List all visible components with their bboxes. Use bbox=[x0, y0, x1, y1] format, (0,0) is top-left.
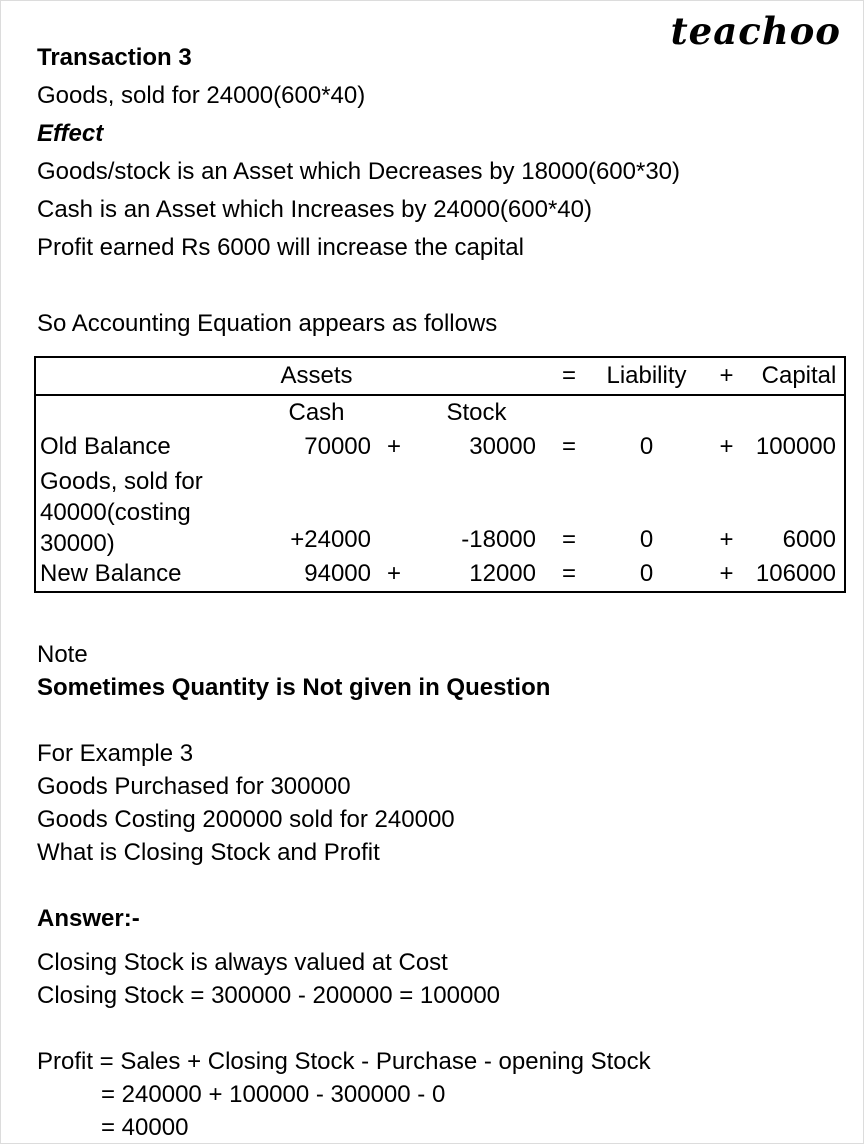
table-cell-liability: 0 bbox=[639, 560, 654, 587]
transaction-section: Transaction 3 Goods, sold for 24000(600*… bbox=[1, 1, 863, 343]
example-line-3: What is Closing Stock and Profit bbox=[37, 839, 380, 866]
label-line: 30000) bbox=[40, 530, 115, 557]
profit-formula: Profit = Sales + Closing Stock - Purchas… bbox=[37, 1048, 651, 1075]
table-cell-equals: = bbox=[561, 433, 576, 460]
table-cell-liability: 0 bbox=[639, 433, 654, 460]
spacer bbox=[37, 267, 863, 305]
table-cell-empty bbox=[36, 396, 254, 430]
note-heading: Sometimes Quantity is Not given in Quest… bbox=[37, 674, 551, 701]
table-cell-plus: + bbox=[719, 433, 734, 460]
table-cell-plus: + bbox=[719, 560, 734, 587]
table-cell-capital: 6000 bbox=[782, 526, 836, 553]
transaction-subtitle: Goods, sold for 24000(600*40) bbox=[37, 82, 366, 109]
answer-line-1: Closing Stock is always valued at Cost bbox=[37, 949, 448, 976]
table-cell-empty bbox=[754, 396, 844, 430]
table-header-plus: + bbox=[699, 358, 754, 396]
label-line: Goods, sold for bbox=[40, 468, 203, 495]
table-cell-plus: + bbox=[386, 433, 401, 460]
table-cell-empty bbox=[379, 396, 409, 430]
teachoo-logo: teachoo bbox=[670, 9, 841, 53]
note-label: Note bbox=[37, 641, 88, 668]
example-title: For Example 3 bbox=[37, 740, 194, 767]
table-cell-plus: + bbox=[386, 560, 401, 587]
table-header-empty bbox=[379, 358, 409, 396]
table-cell-stock: -18000 bbox=[461, 526, 536, 553]
table-header-capital: Capital bbox=[754, 358, 844, 396]
note-section: Note Sometimes Quantity is Not given in … bbox=[1, 638, 863, 1143]
table-cell-empty bbox=[594, 396, 699, 430]
label-line: 40000(costing bbox=[40, 499, 191, 526]
table-cell-equals: = bbox=[561, 526, 576, 553]
example-line-2: Goods Costing 200000 sold for 240000 bbox=[37, 806, 455, 833]
answer-line-2: Closing Stock = 300000 - 200000 = 100000 bbox=[37, 982, 501, 1009]
spacer bbox=[37, 869, 863, 902]
transaction-title: Transaction 3 bbox=[37, 44, 192, 71]
table-header-empty bbox=[36, 358, 254, 396]
table-cell-empty bbox=[379, 464, 409, 557]
spacer bbox=[37, 1012, 863, 1045]
table-row-label: Goods, sold for 40000(costing 30000) bbox=[36, 464, 254, 557]
spacer bbox=[37, 704, 863, 737]
table-subheader-cash: Cash bbox=[288, 399, 345, 426]
table-cell-cash: 94000 bbox=[304, 560, 371, 587]
table-cell-liability: 0 bbox=[639, 526, 654, 553]
profit-calc: = 240000 + 100000 - 300000 - 0 bbox=[101, 1081, 446, 1108]
table-cell-stock: 30000 bbox=[469, 433, 536, 460]
effect-line-2: Cash is an Asset which Increases by 2400… bbox=[37, 196, 592, 223]
profit-result: = 40000 bbox=[101, 1114, 189, 1141]
table-cell-equals: = bbox=[561, 560, 576, 587]
answer-heading: Answer:- bbox=[37, 905, 140, 932]
table-cell-cash: 70000 bbox=[304, 433, 371, 460]
table-header-liability: Liability bbox=[594, 358, 699, 396]
example-line-1: Goods Purchased for 300000 bbox=[37, 773, 351, 800]
table-cell-empty bbox=[544, 396, 594, 430]
table-header-assets: Assets bbox=[254, 358, 379, 396]
accounting-equation-table: Assets = Liability + Capital Cash Stock … bbox=[34, 356, 846, 593]
spacer bbox=[37, 935, 863, 946]
effect-line-3: Profit earned Rs 6000 will increase the … bbox=[37, 234, 524, 261]
effect-line-1: Goods/stock is an Asset which Decreases … bbox=[37, 158, 681, 185]
equation-intro: So Accounting Equation appears as follow… bbox=[37, 310, 498, 337]
table-cell-cash: +24000 bbox=[290, 526, 371, 553]
table-header-equals: = bbox=[544, 358, 594, 396]
table-cell-capital: 100000 bbox=[755, 433, 836, 460]
table-subheader-stock: Stock bbox=[446, 399, 507, 426]
table-header-empty bbox=[409, 358, 544, 396]
table-cell-stock: 12000 bbox=[469, 560, 536, 587]
effect-heading: Effect bbox=[37, 120, 104, 147]
table-row-label: New Balance bbox=[40, 560, 182, 587]
table-cell-empty bbox=[699, 396, 754, 430]
table-row-label: Old Balance bbox=[40, 433, 171, 460]
table-cell-plus: + bbox=[719, 526, 734, 553]
table-cell-capital: 106000 bbox=[755, 560, 836, 587]
